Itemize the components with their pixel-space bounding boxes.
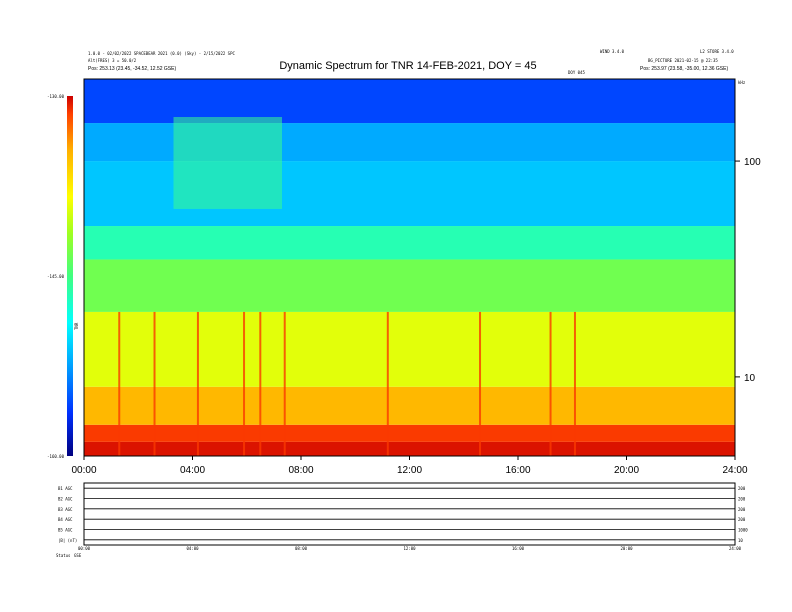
lower-panel-row-label: B5 AGC: [58, 528, 73, 533]
colorbar-tick-label: -160.00: [47, 454, 64, 459]
header-right-line1: L2 STORE 3.4.0: [700, 49, 734, 54]
colorbar-ticks: -130.00 -145.00 -160.00: [47, 94, 64, 459]
y-tick-label: 10: [744, 373, 756, 384]
y-tick-label: 100: [744, 157, 761, 168]
interference-window: [173, 117, 283, 209]
burst-mark: [549, 311, 552, 456]
spectrum-band: [84, 441, 735, 456]
lower-panel-row-value: 200: [738, 497, 746, 502]
lower-panel-x-label: 04:00: [186, 546, 199, 551]
lower-panel-row-value: 200: [738, 486, 746, 491]
burst-mark: [118, 311, 121, 456]
y-axis: 100 10: [735, 157, 761, 384]
lower-panel-row-label: B4 AGC: [58, 517, 73, 522]
colorbar: [67, 96, 73, 456]
lower-panel-row-value: 10: [738, 538, 743, 543]
lower-panel-x-label: 20:00: [620, 546, 633, 551]
x-tick-label: 20:00: [614, 465, 639, 476]
lower-panel-row-label: B3 AGC: [58, 507, 73, 512]
spectrum-band: [84, 386, 735, 425]
colorbar-tick-label: -130.00: [47, 94, 64, 99]
burst-mark: [153, 311, 156, 456]
lower-panel-x-label: 08:00: [295, 546, 308, 551]
header-mid-right-line2: BG_PICTURE 2021-02-15 @ 22:35: [648, 58, 718, 63]
burst-mark: [479, 311, 482, 456]
burst-mark: [283, 311, 286, 456]
x-tick-label: 04:00: [180, 465, 205, 476]
spectrum-band: [84, 311, 735, 387]
x-tick-label: 16:00: [505, 465, 530, 476]
burst-mark: [386, 311, 389, 456]
x-axis: 00:00 04:00 08:00 12:00 16:00 20:00 24:00: [71, 456, 748, 476]
colorbar-tick-label: -145.00: [47, 274, 64, 279]
header-right-line3: Pos: 253.97 (23.58, -35.00, 12.36 GSE): [640, 66, 728, 72]
spectrum-band: [84, 226, 735, 260]
lower-panel-row-value: 200: [738, 517, 746, 522]
footer-label: Status: [56, 553, 71, 558]
lower-panel-row-label: B1 AGC: [58, 486, 73, 491]
lower-panel-row-value: 1000: [738, 528, 748, 533]
spectrum-band: [84, 79, 735, 124]
burst-mark: [196, 311, 199, 456]
header-mid-right-line1: WIND 3.4.0: [600, 49, 625, 54]
lower-panel-row-label: B2 AGC: [58, 497, 73, 502]
lower-panel-row-value: 200: [738, 507, 746, 512]
burst-mark: [243, 311, 246, 456]
chart-title: Dynamic Spectrum for TNR 14-FEB-2021, DO…: [279, 60, 536, 72]
header-left-line3: Pos: 253.13 (23.45, -34.52, 12.52 GSE): [88, 66, 176, 72]
burst-mark: [573, 311, 576, 456]
lower-panel: B1 AGC 200 B2 AGC 200 B3 AGC 200 B4 AGC 200 B5 A…: [58, 482, 748, 551]
colorbar-label: TNR: [74, 322, 79, 330]
footer-value: GSE: [74, 553, 82, 558]
lower-panel-x-label: 00:00: [78, 546, 91, 551]
lower-panel-row-label: |B| (nT): [58, 538, 77, 543]
header-center-small: DOY 045: [568, 70, 585, 75]
spectrogram: [84, 79, 735, 456]
spectrum-band: [84, 259, 735, 312]
y-unit-label: kHz: [738, 80, 746, 85]
lower-panel-frame: [83, 482, 736, 546]
lower-panel-x-label: 16:00: [512, 546, 525, 551]
header-left-line1: 1.0.0 - 02/02/2022 SPACEBEAR 2021 (0.0) …: [88, 51, 235, 56]
lower-panel-x-label: 24:00: [729, 546, 742, 551]
burst-mark: [259, 311, 262, 456]
x-tick-label: 12:00: [397, 465, 422, 476]
x-tick-label: 00:00: [71, 465, 96, 476]
spectrum-band: [84, 424, 735, 442]
x-tick-label: 08:00: [288, 465, 313, 476]
x-tick-label: 24:00: [722, 465, 747, 476]
lower-panel-x-label: 12:00: [403, 546, 416, 551]
header-left-line2: Alt(FRES) 3 = 50.0/2: [88, 58, 137, 63]
